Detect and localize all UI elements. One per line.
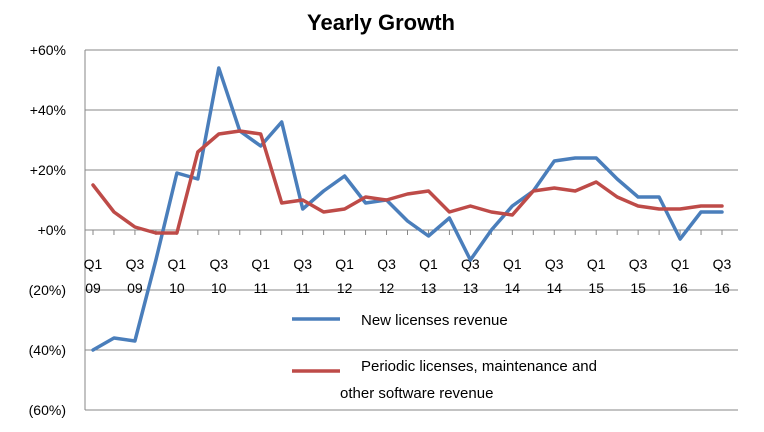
x-tick-label-year: 13 (463, 280, 479, 296)
legend-label-periodic-line2: other software revenue (340, 385, 493, 402)
x-tick-label-quarter: Q3 (629, 256, 648, 272)
y-tick-label: (20%) (29, 282, 66, 298)
x-tick-label-year: 11 (295, 280, 310, 296)
x-tick-label-quarter: Q1 (671, 256, 690, 272)
x-tick-label-quarter: Q3 (545, 256, 564, 272)
series-line-new-licenses (91, 66, 724, 352)
x-tick-label-quarter: Q1 (84, 256, 103, 272)
x-tick-label-quarter: Q1 (335, 256, 354, 272)
x-tick-label-quarter: Q3 (209, 256, 228, 272)
x-tick-label-year: 11 (253, 280, 268, 296)
series-line-periodic-licenses (91, 129, 724, 235)
x-tick-label-year: 15 (588, 280, 604, 296)
x-tick-label-quarter: Q3 (377, 256, 396, 272)
chart-title: Yearly Growth (307, 10, 455, 35)
x-tick-label-quarter: Q1 (503, 256, 522, 272)
x-tick-label-quarter: Q1 (168, 256, 187, 272)
x-tick-label-quarter: Q1 (587, 256, 606, 272)
x-tick-label-quarter: Q1 (251, 256, 270, 272)
x-tick-label-quarter: Q3 (126, 256, 145, 272)
series-lines (91, 66, 724, 352)
y-tick-label: +60% (30, 42, 66, 58)
x-tick-label-year: 16 (714, 280, 730, 296)
x-tick-label-year: 12 (337, 280, 353, 296)
y-tick-label: (40%) (29, 342, 66, 358)
x-tick-label-year: 12 (379, 280, 395, 296)
x-tick-label-year: 15 (630, 280, 646, 296)
x-tick-label-year: 14 (546, 280, 562, 296)
y-tick-label: +40% (30, 102, 66, 118)
x-tick-label-quarter: Q1 (419, 256, 438, 272)
y-tick-label: +20% (30, 162, 66, 178)
y-axis-ticks: +60% +40% +20% +0% (20%) (40%) (60%) (29, 42, 66, 418)
x-tick-label-year: 13 (421, 280, 437, 296)
x-tick-label-year: 09 (127, 280, 143, 296)
x-tick-label-quarter: Q3 (293, 256, 312, 272)
x-tick-label-quarter: Q3 (713, 256, 732, 272)
legend: New licenses revenue Periodic licenses, … (292, 312, 597, 402)
legend-label-periodic-line1: Periodic licenses, maintenance and (361, 358, 597, 375)
x-tick-label-year: 14 (505, 280, 521, 296)
x-tick-label-year: 10 (211, 280, 227, 296)
y-tick-label: +0% (38, 222, 66, 238)
x-tick-label-quarter: Q3 (461, 256, 480, 272)
x-tick-label-year: 16 (672, 280, 688, 296)
y-tick-label: (60%) (29, 402, 66, 418)
x-axis-ticks: Q1 09 Q3 09 Q1 10 Q3 10 Q1 11 Q3 11 Q1 12 Q3 12 Q1 13 Q3 13… (84, 230, 732, 296)
x-tick-label-year: 09 (85, 280, 101, 296)
x-tick-label-year: 10 (169, 280, 185, 296)
legend-label-new-licenses: New licenses revenue (361, 312, 508, 329)
gridlines (84, 49, 738, 411)
